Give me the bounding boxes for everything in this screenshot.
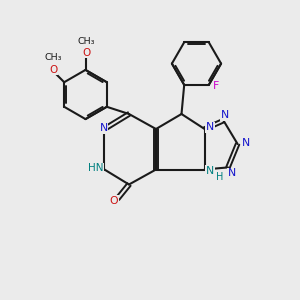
- Text: N: N: [206, 166, 214, 176]
- Text: N: N: [227, 168, 236, 178]
- Text: F: F: [213, 81, 219, 92]
- Text: N: N: [242, 138, 250, 148]
- Text: H: H: [216, 172, 223, 182]
- Text: N: N: [221, 110, 229, 120]
- Text: N: N: [100, 123, 108, 134]
- Text: N: N: [206, 122, 214, 133]
- Text: O: O: [49, 64, 57, 75]
- Text: CH₃: CH₃: [78, 37, 95, 46]
- Text: CH₃: CH₃: [44, 53, 62, 62]
- Text: O: O: [82, 48, 91, 58]
- Text: HN: HN: [88, 163, 104, 173]
- Text: O: O: [110, 196, 118, 206]
